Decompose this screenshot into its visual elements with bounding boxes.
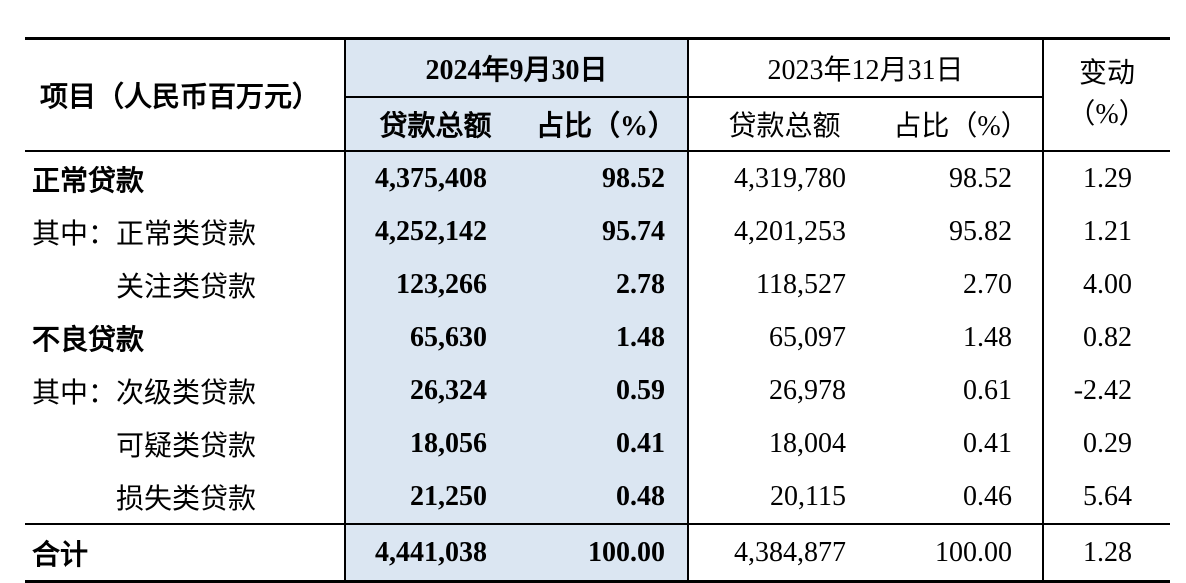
row-label-text: 可疑类贷款 <box>116 430 257 462</box>
header-row-dates: 项目（人民币百万元） 2024年9月30日 2023年12月31日 变动 （%） <box>25 37 1171 152</box>
cell-pct-2024: 0.48 <box>525 470 690 524</box>
subheader-pct-2024: 占比（%） <box>525 97 690 152</box>
cell-change: 5.64 <box>1083 480 1133 512</box>
table-row-npl: 不良贷款 65,630 1.48 65,097 1.48 0.82 <box>25 311 1170 364</box>
cell-pct-2023: 2.70 <box>880 258 1045 311</box>
row-label: 其中：正常类贷款 <box>25 205 346 258</box>
cell-change: -2.42 <box>1073 374 1133 406</box>
cell-pct-2023: 0.61 <box>880 364 1045 417</box>
cell-pct-2023: 0.46 <box>880 470 1045 524</box>
cell-pct-2024: 0.59 <box>525 364 690 417</box>
table-row-loss-loans: 损失类贷款 21,250 0.48 20,115 0.46 5.64 <box>25 470 1170 524</box>
row-label-text: 次级类贷款 <box>116 377 257 409</box>
table-row-total: 合计 4,441,038 100.00 4,384,877 100.00 1.2… <box>25 523 1171 583</box>
column-group-2024-09-30: 2024年9月30日 <box>345 37 690 98</box>
row-label-text: 正常贷款 <box>32 165 145 197</box>
table-row-substandard-loans: 其中：次级类贷款 26,324 0.59 26,978 0.61 -2.42 <box>25 364 1170 417</box>
row-label: 其中：次级类贷款 <box>25 364 346 417</box>
row-label: 可疑类贷款 <box>25 417 346 470</box>
cell-change: 4.00 <box>1083 268 1133 300</box>
table-row-doubtful-loans: 可疑类贷款 18,056 0.41 18,004 0.41 0.29 <box>25 417 1170 470</box>
row-label: 合计 <box>25 523 346 583</box>
subheader-loan-total-2024: 贷款总额 <box>345 97 525 152</box>
cell-amount-2023: 65,097 <box>769 321 847 353</box>
cell-pct-2023: 98.52 <box>880 151 1045 205</box>
cell-pct-2023: 100.00 <box>880 523 1045 583</box>
cell-pct-2023: 1.48 <box>880 311 1045 364</box>
change-header-line1: 变动 <box>1079 58 1136 90</box>
row-label: 损失类贷款 <box>25 470 346 524</box>
cell-pct-2024: 0.41 <box>525 417 690 470</box>
cell-amount-2023: 18,004 <box>769 427 847 459</box>
column-header-item: 项目（人民币百万元） <box>25 37 346 152</box>
cell-amount-2024: 4,375,408 <box>345 151 525 205</box>
cell-amount-2024: 4,441,038 <box>345 523 525 583</box>
column-header-change-pct: 变动 （%） <box>1043 37 1171 152</box>
table-row-special-mention-loans: 关注类贷款 123,266 2.78 118,527 2.70 4.00 <box>25 258 1170 311</box>
subheader-loan-total-2023: 贷款总额 <box>688 97 881 152</box>
cell-pct-2024: 2.78 <box>525 258 690 311</box>
cell-amount-2024: 26,324 <box>345 364 525 417</box>
row-label-text: 不良贷款 <box>32 324 145 356</box>
cell-pct-2024: 1.48 <box>525 311 690 364</box>
table-row-normal-loans: 正常贷款 4,375,408 98.52 4,319,780 98.52 1.2… <box>25 151 1170 205</box>
cell-amount-2024: 18,056 <box>345 417 525 470</box>
cell-change: 0.82 <box>1083 321 1133 353</box>
cell-amount-2023: 4,319,780 <box>734 162 847 194</box>
row-label: 关注类贷款 <box>25 258 346 311</box>
cell-amount-2023: 20,115 <box>770 480 847 512</box>
cell-pct-2024: 98.52 <box>525 151 690 205</box>
row-label: 不良贷款 <box>25 311 346 364</box>
cell-amount-2024: 4,252,142 <box>345 205 525 258</box>
row-label-text: 损失类贷款 <box>116 483 257 515</box>
cell-change: 0.29 <box>1083 427 1133 459</box>
row-label: 正常贷款 <box>25 151 346 205</box>
cell-pct-2023: 95.82 <box>880 205 1045 258</box>
cell-pct-2024: 95.74 <box>525 205 690 258</box>
row-label-text: 关注类贷款 <box>116 271 257 303</box>
column-group-2023-12-31: 2023年12月31日 <box>688 37 1045 98</box>
row-label-prefix: 其中： <box>32 377 117 409</box>
cell-amount-2023: 118,527 <box>756 268 847 300</box>
cell-pct-2024: 100.00 <box>525 523 690 583</box>
row-label-prefix: 其中： <box>32 218 117 250</box>
table-row-pass-loans: 其中：正常类贷款 4,252,142 95.74 4,201,253 95.82… <box>25 205 1170 258</box>
cell-change: 1.21 <box>1083 215 1133 247</box>
loan-classification-table-wrap: 项目（人民币百万元） 2024年9月30日 2023年12月31日 变动 （%）… <box>25 37 1171 583</box>
change-header-line2: （%） <box>1067 99 1147 130</box>
cell-amount-2024: 123,266 <box>345 258 525 311</box>
cell-amount-2023: 4,384,877 <box>688 523 881 583</box>
cell-change: 1.29 <box>1083 162 1133 194</box>
subheader-pct-2023: 占比（%） <box>880 97 1045 152</box>
loan-classification-table: 项目（人民币百万元） 2024年9月30日 2023年12月31日 变动 （%）… <box>25 37 1171 583</box>
cell-pct-2023: 0.41 <box>880 417 1045 470</box>
cell-change: 1.28 <box>1043 523 1171 583</box>
cell-amount-2024: 21,250 <box>345 470 525 524</box>
header-row-subcolumns: 贷款总额 占比（%） 贷款总额 占比（%） <box>25 97 1170 152</box>
row-label-text: 正常类贷款 <box>116 218 257 250</box>
cell-amount-2023: 26,978 <box>769 374 847 406</box>
cell-amount-2023: 4,201,253 <box>734 215 847 247</box>
cell-amount-2024: 65,630 <box>345 311 525 364</box>
